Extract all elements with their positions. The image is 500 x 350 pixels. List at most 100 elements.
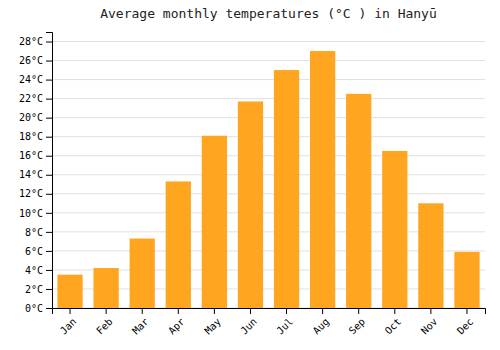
- y-tick: 22°C: [19, 93, 52, 104]
- bar: [130, 239, 155, 308]
- y-tick-mark: [46, 99, 52, 100]
- y-tick-label: 10°C: [19, 208, 43, 219]
- y-tick: 4°C: [25, 265, 52, 276]
- y-tick-label: 24°C: [19, 74, 43, 85]
- x-tick-label: Sep: [347, 316, 368, 337]
- y-tick-mark: [46, 80, 52, 81]
- x-tick-mark: [394, 308, 395, 314]
- y-tick: 24°C: [19, 74, 52, 85]
- y-tick: 20°C: [19, 112, 52, 123]
- grid-line: [52, 193, 485, 194]
- y-tick-label: 26°C: [19, 55, 43, 66]
- x-tick-label: Oct: [383, 316, 404, 337]
- x-tick-mark: [70, 308, 71, 314]
- x-axis: Jan Feb Mar Apr May Jun Jul Aug Sep Oct Nov Dec: [53, 308, 486, 336]
- x-tick-mark: [322, 308, 323, 314]
- y-tick-mark: [46, 213, 52, 214]
- x-tick: Nov: [419, 308, 440, 336]
- chart: 0°C 2°C 4°C 6°C 8°C 10°C 12°C 14°C 16°C 18°C 20°C 2…: [0, 0, 500, 350]
- y-tick-label: 6°C: [25, 246, 43, 257]
- y-tick: 14°C: [19, 169, 52, 180]
- y-tick-mark: [46, 118, 52, 119]
- x-tick-mark: [286, 308, 287, 314]
- x-tick: Aug: [311, 308, 332, 336]
- x-tick: Jul: [274, 308, 295, 336]
- x-tick-label: Jun: [238, 316, 259, 337]
- y-tick-label: 20°C: [19, 112, 43, 123]
- grid-line: [52, 41, 485, 42]
- x-tick: Feb: [94, 308, 115, 336]
- y-tick-mark: [46, 156, 52, 157]
- bar: [454, 252, 479, 308]
- grid-line: [52, 174, 485, 175]
- bar: [382, 151, 407, 308]
- y-tick-label: 8°C: [25, 227, 43, 238]
- y-tick: 2°C: [25, 284, 52, 295]
- plot: 0°C 2°C 4°C 6°C 8°C 10°C 12°C 14°C 16°C 18°C 20°C 2…: [19, 33, 486, 337]
- bar: [238, 101, 263, 308]
- bar: [274, 70, 299, 308]
- grid-line: [52, 155, 485, 156]
- x-tick-label: Mar: [130, 316, 151, 337]
- y-tick: 18°C: [19, 131, 52, 142]
- y-tick-mark: [46, 270, 52, 271]
- y-tick-mark: [46, 289, 52, 290]
- x-tick-mark: [178, 308, 179, 314]
- y-tick-label: 2°C: [25, 284, 43, 295]
- grid-line: [52, 60, 485, 61]
- grid-line: [52, 117, 485, 118]
- y-tick-mark: [46, 61, 52, 62]
- y-tick: 16°C: [19, 150, 52, 161]
- x-tick: Oct: [383, 308, 404, 336]
- y-tick-mark: [46, 42, 52, 43]
- y-axis: 0°C 2°C 4°C 6°C 8°C 10°C 12°C 14°C 16°C 18°C 20°C 2…: [19, 33, 53, 314]
- x-tick: Dec: [455, 308, 476, 336]
- x-tick-mark: [142, 308, 143, 314]
- y-tick-label: 18°C: [19, 131, 43, 142]
- x-tick-label: Jul: [274, 316, 295, 337]
- x-tick-label: Aug: [311, 316, 332, 337]
- y-tick-mark: [46, 232, 52, 233]
- y-tick-label: 4°C: [25, 265, 43, 276]
- y-tick: 6°C: [25, 246, 52, 257]
- y-tick: 10°C: [19, 208, 52, 219]
- y-tick: 26°C: [19, 55, 52, 66]
- y-tick-label: 22°C: [19, 93, 43, 104]
- x-tick: Apr: [166, 308, 187, 336]
- y-tick: 12°C: [19, 188, 52, 199]
- y-tick-mark: [46, 308, 52, 309]
- bar: [166, 181, 191, 308]
- y-tick-label: 14°C: [19, 169, 43, 180]
- y-tick-label: 12°C: [19, 188, 43, 199]
- x-tick: May: [202, 308, 223, 336]
- grid-line: [52, 79, 485, 80]
- y-axis-line: [46, 33, 53, 309]
- title: Average monthly temperatures (°C ) in Ha…: [100, 6, 437, 21]
- x-tick: Jan: [58, 308, 79, 336]
- x-tick-label: Apr: [166, 316, 187, 337]
- grid-line: [52, 136, 485, 137]
- bar: [202, 136, 227, 308]
- x-tick-mark: [106, 308, 107, 314]
- x-tick-label: Jan: [58, 316, 79, 337]
- y-tick: 0°C: [25, 303, 52, 314]
- x-tick-mark: [430, 308, 431, 314]
- x-tick: Mar: [130, 308, 151, 336]
- x-tick-label: Nov: [419, 316, 440, 337]
- bar: [418, 203, 443, 308]
- x-tick-label: May: [202, 316, 223, 337]
- y-tick-mark: [46, 194, 52, 195]
- x-tick-mark: [214, 308, 215, 314]
- x-tick-label: Feb: [94, 316, 115, 337]
- x-tick: Jun: [238, 308, 259, 336]
- y-tick-mark: [46, 175, 52, 176]
- y-tick-mark: [46, 137, 52, 138]
- y-tick-label: 28°C: [19, 36, 43, 47]
- bar: [310, 51, 335, 308]
- bars: [57, 51, 479, 308]
- bar: [346, 94, 371, 308]
- x-axis-line: [53, 309, 486, 315]
- x-tick-mark: [358, 308, 359, 314]
- grid-line: [52, 98, 485, 99]
- y-tick: 28°C: [19, 36, 52, 47]
